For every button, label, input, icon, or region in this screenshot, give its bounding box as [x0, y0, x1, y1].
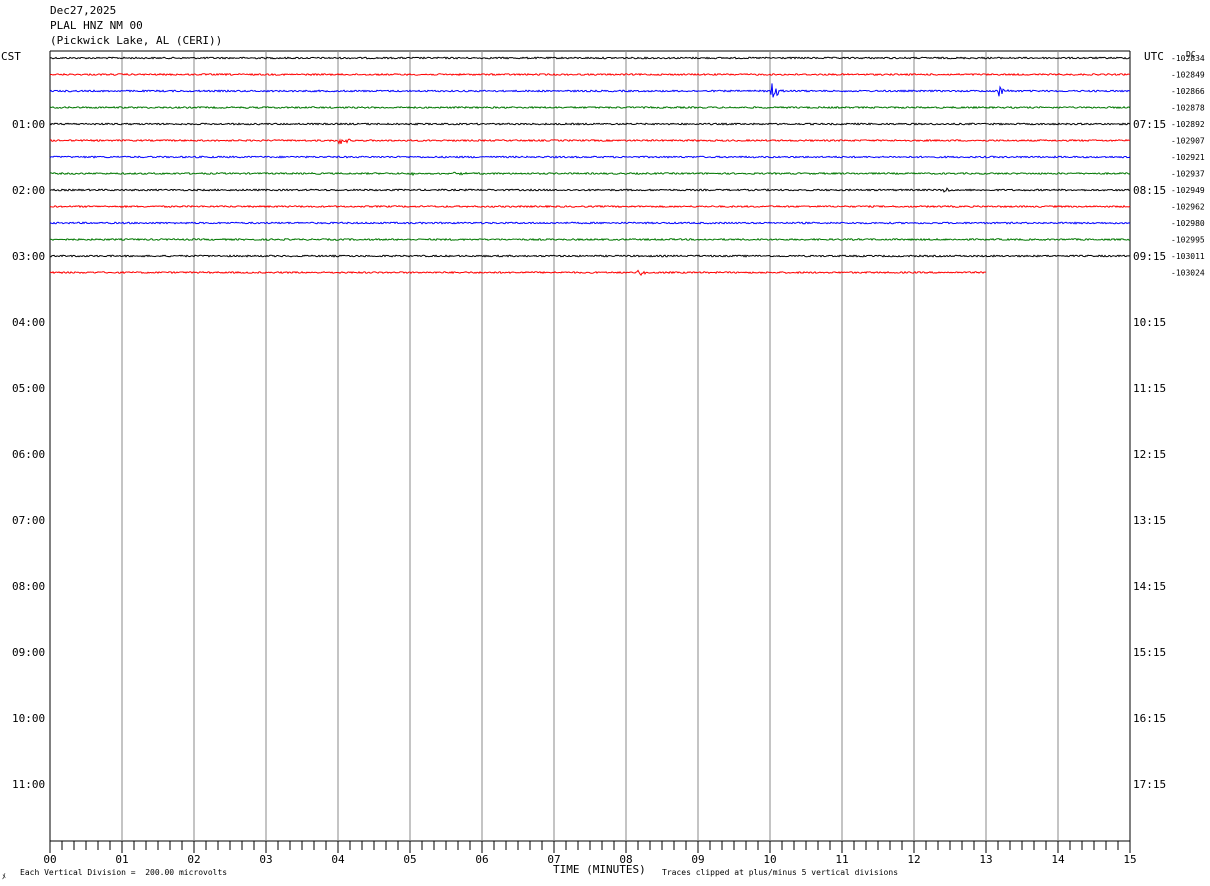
trace-line	[49, 187, 1131, 193]
x-tick-label: 02	[187, 853, 200, 866]
right-hour-label: 13:15	[1133, 514, 1166, 527]
right-hour-label: 12:15	[1133, 448, 1166, 461]
trace-line	[49, 171, 1131, 177]
left-hour-label: 08:00	[12, 580, 45, 593]
trace-line	[49, 138, 1131, 145]
right-hour-label: 16:15	[1133, 712, 1166, 725]
date-label: Dec27,2025	[50, 4, 117, 17]
right-hour-label: 07:15	[1133, 118, 1166, 131]
trace-dc-label: -102937	[1171, 170, 1205, 179]
x-tick-label: 05	[403, 853, 416, 866]
trace-line	[49, 204, 1131, 209]
trace-line	[49, 122, 1131, 126]
trace-dc-label: -102907	[1171, 137, 1205, 146]
location-label: (Pickwick Lake, AL (CERI))	[50, 34, 223, 47]
x-tick-label: 11	[835, 853, 848, 866]
right-hour-label: 17:15	[1133, 778, 1166, 791]
trace-dc-label: -103011	[1171, 252, 1205, 261]
trace-line	[49, 72, 1131, 77]
left-hour-label: 07:00	[12, 514, 45, 527]
trace-dc-label: -102834	[1171, 54, 1205, 63]
x-tick-label: 12	[907, 853, 920, 866]
x-tick-label: 09	[691, 853, 704, 866]
trace-dc-label: -102849	[1171, 71, 1205, 80]
station-label: PLAL HNZ NM 00	[50, 19, 143, 32]
trace-dc-label: -102878	[1171, 104, 1205, 113]
trace-line	[49, 105, 1131, 110]
right-hour-label: 10:15	[1133, 316, 1166, 329]
clip-note: Traces clipped at plus/minus 5 vertical …	[662, 868, 899, 877]
left-hour-label: 03:00	[12, 250, 45, 263]
trace-dc-label: -102921	[1171, 153, 1205, 162]
trace-dc-label: -102892	[1171, 120, 1205, 129]
x-tick-label: 03	[259, 853, 272, 866]
x-tick-label: 14	[1051, 853, 1065, 866]
left-hour-label: 06:00	[12, 448, 45, 461]
x-axis-title: TIME (MINUTES)	[553, 863, 646, 876]
trace-dc-label: -103024	[1171, 269, 1205, 278]
x-tick-label: 08	[619, 853, 632, 866]
x-tick-label: 04	[331, 853, 345, 866]
trace-dc-label: -102995	[1171, 236, 1205, 245]
x-tick-label: 01	[115, 853, 128, 866]
left-hour-label: 09:00	[12, 646, 45, 659]
trace-dc-label: -102980	[1171, 219, 1205, 228]
trace-dc-label: -102949	[1171, 186, 1205, 195]
left-hour-label: 04:00	[12, 316, 45, 329]
x-tick-label: 13	[979, 853, 992, 866]
trace-dc-label: -102962	[1171, 203, 1205, 212]
trace-line	[49, 237, 1131, 242]
left-timezone-label: CST	[1, 50, 21, 63]
left-hour-label: 05:00	[12, 382, 45, 395]
dc-label: DC	[1186, 50, 1196, 59]
left-hour-label: 01:00	[12, 118, 45, 131]
x-tick-label: 10	[763, 853, 776, 866]
trace-line	[49, 155, 1131, 159]
left-hour-label: 11:00	[12, 778, 45, 791]
x-tick-label: 15	[1123, 853, 1136, 866]
trace-line	[49, 56, 1131, 60]
right-hour-label: 09:15	[1133, 250, 1166, 263]
right-timezone-label: UTC	[1144, 50, 1164, 63]
x-tick-label: 07	[547, 853, 560, 866]
trace-line	[49, 221, 1131, 225]
x-tick-label: 06	[475, 853, 488, 866]
scale-note: Each Vertical Division = 200.00 microvol…	[20, 868, 228, 877]
trace-line	[49, 269, 987, 276]
corner-mark: ﾒ	[2, 872, 6, 881]
right-hour-label: 14:15	[1133, 580, 1166, 593]
trace-line	[49, 83, 1131, 98]
trace-dc-label: -102866	[1171, 87, 1205, 96]
trace-line	[49, 254, 1131, 258]
right-hour-label: 15:15	[1133, 646, 1166, 659]
right-hour-label: 11:15	[1133, 382, 1166, 395]
x-tick-label: 00	[43, 853, 56, 866]
left-hour-label: 10:00	[12, 712, 45, 725]
right-hour-label: 08:15	[1133, 184, 1166, 197]
left-hour-label: 02:00	[12, 184, 45, 197]
